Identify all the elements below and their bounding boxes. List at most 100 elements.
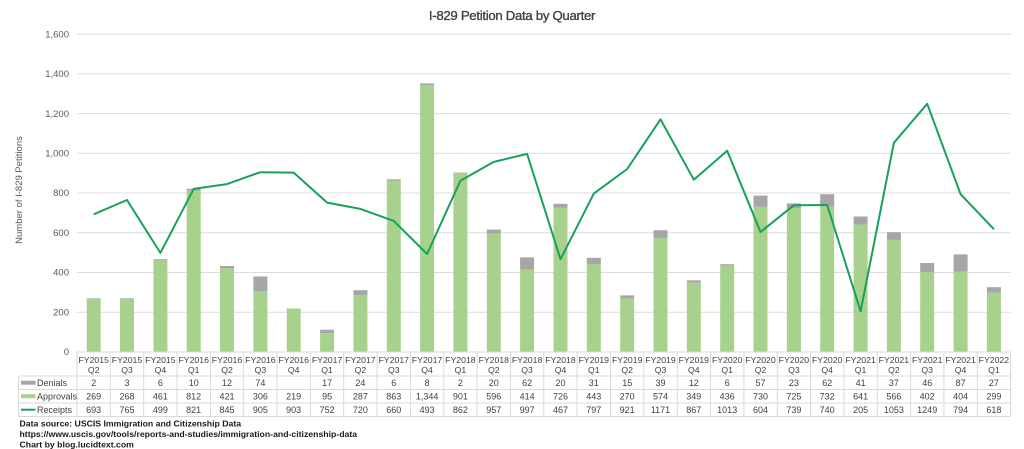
svg-text:493: 493 — [420, 405, 435, 415]
svg-text:FY2019: FY2019 — [579, 355, 610, 365]
svg-text:467: 467 — [553, 405, 568, 415]
svg-text:600: 600 — [53, 228, 69, 239]
svg-text:8: 8 — [425, 378, 430, 388]
svg-text:797: 797 — [586, 405, 601, 415]
svg-text:794: 794 — [953, 405, 968, 415]
svg-text:FY2018: FY2018 — [445, 355, 476, 365]
svg-text:3: 3 — [124, 378, 129, 388]
svg-text:812: 812 — [186, 392, 201, 402]
svg-text:FY2021: FY2021 — [879, 355, 910, 365]
svg-text:1249: 1249 — [917, 405, 937, 415]
svg-text:Q1: Q1 — [988, 365, 1000, 375]
svg-text:FY2018: FY2018 — [479, 355, 510, 365]
svg-text:FY2015: FY2015 — [112, 355, 143, 365]
svg-text:FY2020: FY2020 — [712, 355, 743, 365]
svg-text:Q4: Q4 — [955, 365, 967, 375]
svg-text:10: 10 — [189, 378, 199, 388]
svg-text:74: 74 — [255, 378, 265, 388]
svg-text:FY2017: FY2017 — [345, 355, 376, 365]
svg-text:1,000: 1,000 — [45, 149, 69, 160]
svg-text:Q4: Q4 — [555, 365, 567, 375]
svg-text:499: 499 — [153, 405, 168, 415]
svg-text:FY2016: FY2016 — [278, 355, 309, 365]
svg-text:Q4: Q4 — [821, 365, 833, 375]
svg-text:6: 6 — [725, 378, 730, 388]
svg-text:12: 12 — [689, 378, 699, 388]
svg-text:Q3: Q3 — [788, 365, 800, 375]
svg-text:1013: 1013 — [717, 405, 737, 415]
svg-text:Q2: Q2 — [88, 365, 100, 375]
svg-text:95: 95 — [322, 392, 332, 402]
svg-text:660: 660 — [386, 405, 401, 415]
svg-text:Chart by blog.lucidtext.com: Chart by blog.lucidtext.com — [20, 439, 135, 449]
svg-text:FY2017: FY2017 — [379, 355, 410, 365]
svg-text:39: 39 — [655, 378, 665, 388]
svg-text:FY2022: FY2022 — [979, 355, 1010, 365]
svg-text:Q2: Q2 — [488, 365, 500, 375]
svg-text:FY2015: FY2015 — [145, 355, 176, 365]
svg-text:FY2021: FY2021 — [945, 355, 976, 365]
svg-text:1,200: 1,200 — [45, 109, 69, 120]
svg-text:693: 693 — [86, 405, 101, 415]
svg-text:732: 732 — [820, 392, 835, 402]
svg-text:414: 414 — [520, 392, 535, 402]
svg-text:740: 740 — [820, 405, 835, 415]
svg-text:FY2021: FY2021 — [845, 355, 876, 365]
svg-text:421: 421 — [219, 392, 234, 402]
svg-text:306: 306 — [253, 392, 268, 402]
svg-text:800: 800 — [53, 188, 69, 199]
svg-text:730: 730 — [753, 392, 768, 402]
svg-text:921: 921 — [620, 405, 635, 415]
svg-text:FY2016: FY2016 — [178, 355, 209, 365]
svg-text:726: 726 — [553, 392, 568, 402]
svg-text:219: 219 — [286, 392, 301, 402]
svg-text:1,400: 1,400 — [45, 69, 69, 80]
svg-text:269: 269 — [86, 392, 101, 402]
svg-text:720: 720 — [353, 405, 368, 415]
svg-text:903: 903 — [286, 405, 301, 415]
svg-text:FY2017: FY2017 — [312, 355, 343, 365]
svg-text:845: 845 — [219, 405, 234, 415]
svg-text:https://www.uscis.gov/tools/re: https://www.uscis.gov/tools/reports-and-… — [20, 429, 358, 439]
svg-text:Q3: Q3 — [521, 365, 533, 375]
svg-text:Q3: Q3 — [655, 365, 667, 375]
svg-text:436: 436 — [720, 392, 735, 402]
svg-text:Data source: USCIS Immigration: Data source: USCIS Immigration and Citiz… — [20, 419, 242, 429]
svg-text:31: 31 — [589, 378, 599, 388]
svg-text:268: 268 — [119, 392, 134, 402]
svg-text:901: 901 — [453, 392, 468, 402]
svg-text:FY2020: FY2020 — [779, 355, 810, 365]
svg-text:957: 957 — [486, 405, 501, 415]
svg-text:2: 2 — [458, 378, 463, 388]
svg-text:596: 596 — [486, 392, 501, 402]
svg-text:FY2020: FY2020 — [745, 355, 776, 365]
svg-text:1,344: 1,344 — [416, 392, 439, 402]
svg-text:Q1: Q1 — [588, 365, 600, 375]
svg-text:62: 62 — [822, 378, 832, 388]
svg-text:Q2: Q2 — [221, 365, 233, 375]
svg-text:618: 618 — [986, 405, 1001, 415]
svg-text:FY2016: FY2016 — [245, 355, 276, 365]
svg-text:Q4: Q4 — [155, 365, 167, 375]
svg-text:0: 0 — [64, 347, 69, 358]
svg-text:Approvals: Approvals — [37, 392, 78, 402]
svg-text:299: 299 — [986, 392, 1001, 402]
svg-text:905: 905 — [253, 405, 268, 415]
svg-text:FY2020: FY2020 — [812, 355, 843, 365]
svg-text:37: 37 — [889, 378, 899, 388]
svg-text:Q1: Q1 — [721, 365, 733, 375]
svg-text:FY2019: FY2019 — [645, 355, 676, 365]
svg-text:997: 997 — [520, 405, 535, 415]
svg-text:765: 765 — [119, 405, 134, 415]
svg-text:15: 15 — [622, 378, 632, 388]
svg-text:FY2018: FY2018 — [545, 355, 576, 365]
svg-text:FY2019: FY2019 — [679, 355, 710, 365]
svg-text:Q1: Q1 — [188, 365, 200, 375]
svg-text:1,600: 1,600 — [45, 29, 69, 40]
svg-text:725: 725 — [786, 392, 801, 402]
svg-text:270: 270 — [620, 392, 635, 402]
svg-text:Q2: Q2 — [355, 365, 367, 375]
svg-text:23: 23 — [789, 378, 799, 388]
svg-text:FY2017: FY2017 — [412, 355, 443, 365]
svg-text:Q2: Q2 — [755, 365, 767, 375]
